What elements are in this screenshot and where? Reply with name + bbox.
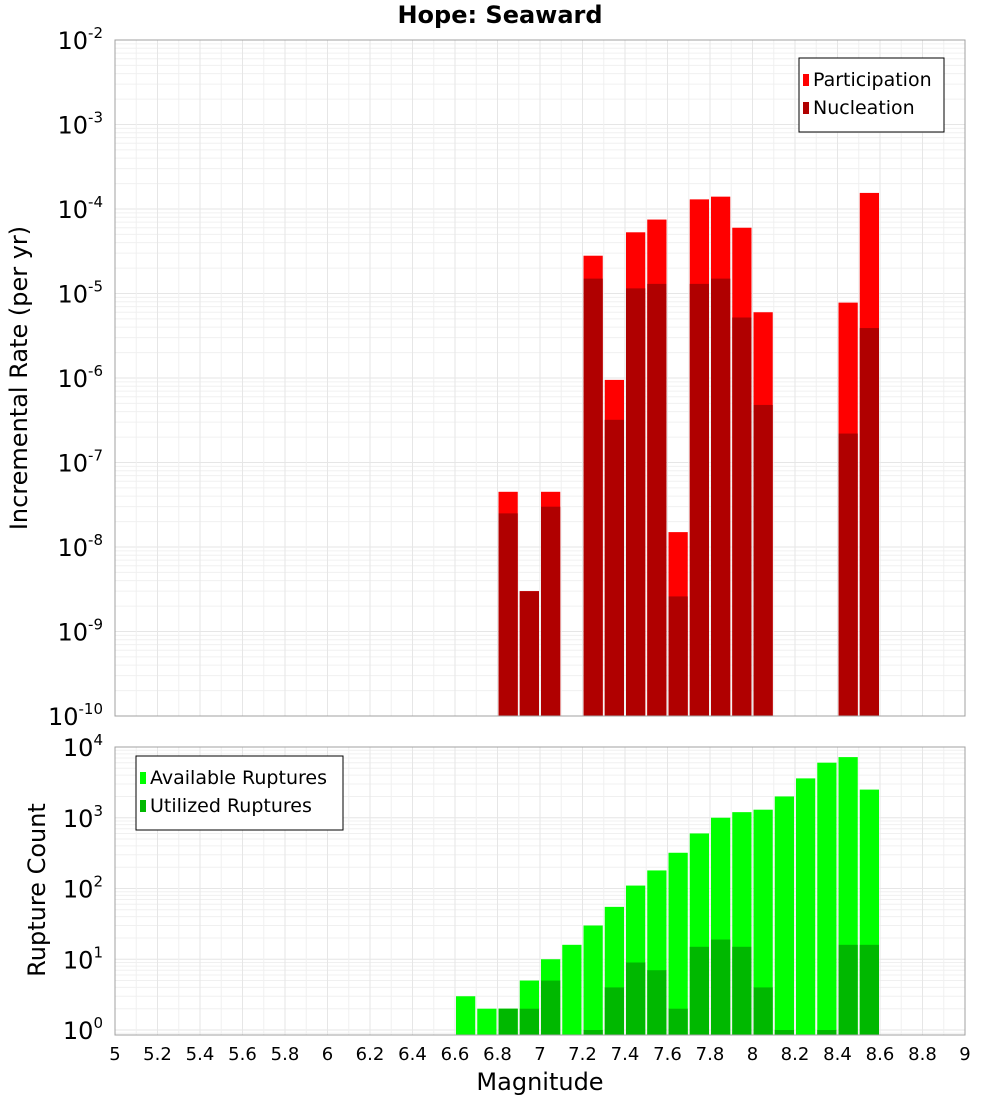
top-legend-box xyxy=(798,57,945,133)
bottom-legend-label: Utilized Ruptures xyxy=(150,795,312,817)
bottom-bar-utilized-ruptures xyxy=(711,939,731,1035)
x-tick-label: 8.6 xyxy=(866,1044,895,1065)
bottom-legend-swatch xyxy=(140,772,146,784)
bottom-bar-available-ruptures xyxy=(583,925,603,1035)
x-tick-label: 7.8 xyxy=(696,1044,725,1065)
x-axis-label: Magnitude xyxy=(476,1068,603,1096)
bottom-y-tick-label: 102 xyxy=(63,873,103,904)
bottom-y-tick-label: 103 xyxy=(63,802,103,833)
x-tick-label: 5.6 xyxy=(228,1044,257,1065)
top-bar-nucleation xyxy=(732,317,752,716)
bottom-y-tick-label: 100 xyxy=(63,1014,103,1045)
bottom-bar-available-ruptures xyxy=(796,778,816,1035)
bottom-bar-utilized-ruptures xyxy=(541,980,561,1035)
bottom-plot-frame xyxy=(114,746,966,1036)
x-tick-label: 7.2 xyxy=(568,1044,597,1065)
bottom-bar-utilized-ruptures xyxy=(498,1008,518,1035)
x-tick-label: 5.4 xyxy=(186,1044,215,1065)
top-bar-nucleation xyxy=(753,404,773,716)
bottom-bar-available-ruptures xyxy=(774,796,794,1035)
bottom-bar-utilized-ruptures xyxy=(838,944,858,1035)
top-bar-nucleation xyxy=(519,591,539,716)
x-tick-label: 5 xyxy=(109,1044,120,1065)
top-bar-nucleation xyxy=(689,283,709,716)
top-bar-nucleation xyxy=(498,513,518,716)
bottom-bar-available-ruptures xyxy=(562,944,582,1035)
chart-title: Hope: Seaward xyxy=(397,1,602,29)
bottom-legend-swatch xyxy=(140,800,146,812)
x-tick-label: 6 xyxy=(322,1044,333,1065)
top-legend-label: Nucleation xyxy=(813,97,915,119)
top-bar-nucleation xyxy=(583,278,603,716)
x-tick-label: 7.4 xyxy=(611,1044,640,1065)
x-tick-label: 8.2 xyxy=(781,1044,810,1065)
bottom-y-axis-label: Rupture Count xyxy=(23,803,51,977)
top-legend-label: Participation xyxy=(813,69,932,91)
bottom-bar-utilized-ruptures xyxy=(647,970,667,1035)
top-bar-nucleation xyxy=(604,419,624,716)
bottom-bar-available-ruptures xyxy=(668,852,688,1035)
bottom-bar-utilized-ruptures xyxy=(689,946,709,1035)
top-y-tick-label: 10-6 xyxy=(57,362,103,393)
x-tick-label: 9 xyxy=(959,1044,970,1065)
x-tick-label: 8.8 xyxy=(908,1044,937,1065)
bottom-bar-utilized-ruptures xyxy=(668,1008,688,1035)
top-plot-frame xyxy=(114,39,966,717)
x-tick-label: 7 xyxy=(534,1044,545,1065)
x-tick-label: 5.2 xyxy=(143,1044,172,1065)
x-tick-label: 7.6 xyxy=(653,1044,682,1065)
bottom-bar-utilized-ruptures xyxy=(753,987,773,1035)
x-tick-label: 6.4 xyxy=(398,1044,427,1065)
top-bar-nucleation xyxy=(541,506,561,716)
top-y-tick-label: 10-8 xyxy=(57,531,103,562)
bottom-bar-utilized-ruptures xyxy=(732,946,752,1035)
bottom-bar-utilized-ruptures xyxy=(817,1030,837,1035)
top-bar-nucleation xyxy=(838,433,858,716)
bottom-bar-utilized-ruptures xyxy=(859,944,879,1035)
top-legend-swatch xyxy=(803,102,809,114)
x-tick-label: 6.6 xyxy=(441,1044,470,1065)
bottom-bar-utilized-ruptures xyxy=(604,987,624,1035)
top-legend-swatch xyxy=(803,74,809,86)
x-tick-label: 6.2 xyxy=(356,1044,385,1065)
bottom-bar-available-ruptures xyxy=(753,809,773,1035)
bottom-bar-utilized-ruptures xyxy=(626,962,646,1035)
top-y-tick-label: 10-3 xyxy=(57,109,103,140)
bottom-bar-utilized-ruptures xyxy=(519,1008,539,1035)
top-bar-nucleation xyxy=(626,288,646,716)
x-tick-label: 8.4 xyxy=(823,1044,852,1065)
bottom-legend-label: Available Ruptures xyxy=(150,767,327,789)
x-tick-label: 5.8 xyxy=(271,1044,300,1065)
bottom-bar-utilized-ruptures xyxy=(774,1030,794,1035)
top-bar-nucleation xyxy=(647,283,667,716)
top-bar-nucleation xyxy=(859,328,879,716)
top-y-axis-label: Incremental Rate (per yr) xyxy=(5,226,33,530)
x-tick-label: 8 xyxy=(747,1044,758,1065)
x-tick-label: 6.8 xyxy=(483,1044,512,1065)
top-bar-nucleation xyxy=(711,278,731,716)
bottom-y-tick-label: 104 xyxy=(63,731,103,762)
bottom-y-tick-label: 101 xyxy=(63,943,103,974)
top-y-tick-label: 10-10 xyxy=(48,700,103,731)
bottom-legend-box xyxy=(135,755,344,831)
top-bar-nucleation xyxy=(668,596,688,716)
top-y-tick-label: 10-4 xyxy=(57,193,103,224)
bottom-bar-available-ruptures xyxy=(477,1008,497,1035)
top-y-tick-label: 10-2 xyxy=(57,24,103,55)
top-y-tick-label: 10-7 xyxy=(57,447,103,478)
top-y-tick-label: 10-9 xyxy=(57,616,103,647)
top-y-tick-label: 10-5 xyxy=(57,278,103,309)
bottom-bar-utilized-ruptures xyxy=(583,1030,603,1035)
bottom-bar-available-ruptures xyxy=(456,996,476,1035)
bottom-bar-available-ruptures xyxy=(817,762,837,1035)
